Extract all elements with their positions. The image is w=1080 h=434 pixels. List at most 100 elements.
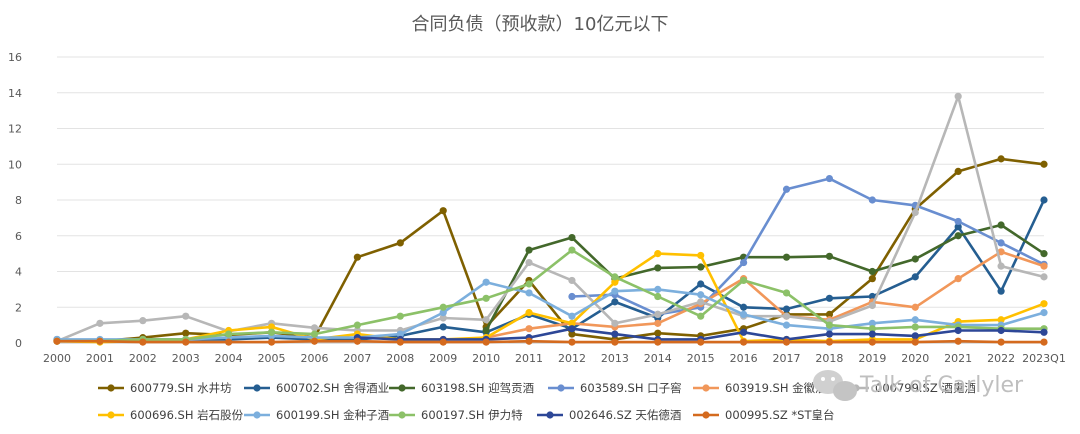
data-point <box>782 321 791 329</box>
data-point <box>482 316 490 324</box>
data-point <box>654 338 662 346</box>
data-point <box>353 321 361 329</box>
x-tick-label: 2021 <box>944 352 972 365</box>
legend-label: 600779.SH 水井坊 <box>130 381 232 395</box>
data-point <box>954 326 962 335</box>
data-point <box>782 312 791 320</box>
x-tick-label: 2000 <box>43 352 71 365</box>
data-point <box>782 305 791 313</box>
legend-label: 600702.SH 舍得酒业 <box>276 381 389 395</box>
data-point <box>654 264 662 272</box>
legend-label: 603589.SH 口子窖 <box>580 381 682 395</box>
data-point <box>911 338 919 346</box>
data-point <box>396 330 404 338</box>
x-tick-label: 2007 <box>343 352 371 365</box>
legend-swatch-marker <box>107 384 115 392</box>
x-tick-label: 2003 <box>172 352 200 365</box>
data-point <box>439 207 447 215</box>
data-point <box>611 273 619 281</box>
data-point <box>568 319 576 327</box>
x-tick-label: 2011 <box>515 352 543 365</box>
data-point <box>568 233 576 242</box>
data-point <box>1040 250 1048 258</box>
data-point <box>482 338 490 346</box>
data-point <box>740 276 748 285</box>
series <box>482 221 1048 335</box>
data-point <box>868 196 876 204</box>
data-point <box>825 330 834 338</box>
data-point <box>611 298 619 306</box>
data-point <box>868 330 876 338</box>
y-tick-label: 16 <box>8 51 22 64</box>
legend-item: 600702.SH 舍得酒业 <box>244 381 389 395</box>
data-point <box>782 289 791 297</box>
x-tick-label: 2022 <box>987 352 1015 365</box>
data-point <box>697 251 705 260</box>
data-point <box>139 338 147 346</box>
x-tick-label: 2002 <box>129 352 157 365</box>
data-point <box>525 337 533 345</box>
legend-item: 002646.SZ 天佑德酒 <box>537 408 681 422</box>
series <box>53 92 1048 345</box>
data-point <box>954 223 962 231</box>
x-tick-label: 2017 <box>773 352 801 365</box>
legend-label: 603919.SH 金徽酒 <box>725 381 827 395</box>
data-point <box>868 325 876 333</box>
x-tick-label: 2004 <box>215 352 243 365</box>
legend-item: 600197.SH 伊力特 <box>389 408 523 422</box>
data-point <box>267 328 276 336</box>
legend-label: 000799.SZ 酒鬼酒 <box>875 381 976 395</box>
data-point <box>611 319 619 327</box>
data-point <box>525 309 533 317</box>
data-point <box>525 325 533 333</box>
data-point <box>1040 262 1048 270</box>
legend-label: 600197.SH 伊力特 <box>421 408 523 422</box>
data-point <box>525 289 533 297</box>
data-point <box>997 155 1005 163</box>
data-point <box>654 310 662 318</box>
x-tick-label: 2018 <box>815 352 843 365</box>
x-tick-label: 2009 <box>429 352 457 365</box>
data-point <box>182 329 190 337</box>
data-point <box>568 276 576 285</box>
data-point <box>911 316 919 324</box>
data-point <box>310 330 319 338</box>
data-point <box>697 338 705 346</box>
data-point <box>611 338 619 346</box>
data-point <box>911 323 919 331</box>
series-line <box>570 177 1046 316</box>
data-point <box>825 338 834 346</box>
data-point <box>868 301 876 310</box>
data-point <box>568 246 576 254</box>
data-point <box>954 275 962 283</box>
legend-label: 002646.SZ 天佑德酒 <box>569 408 681 422</box>
data-point <box>740 258 748 267</box>
data-point <box>997 338 1005 346</box>
data-point <box>868 292 876 301</box>
data-point <box>868 338 876 346</box>
data-point <box>96 319 104 327</box>
series-line <box>55 157 1046 343</box>
y-tick-label: 2 <box>15 301 22 314</box>
series-line <box>55 95 1046 343</box>
data-point <box>954 337 962 345</box>
series <box>53 337 1048 346</box>
data-point <box>997 326 1005 335</box>
data-point <box>182 338 190 346</box>
data-point <box>1040 328 1048 336</box>
x-tick-label: 2010 <box>472 352 500 365</box>
data-point <box>439 303 447 311</box>
series-line <box>55 339 1046 344</box>
data-point <box>53 337 61 345</box>
legend-item: 600696.SH 岩石股份 <box>98 408 244 422</box>
wechat-icon <box>813 370 857 401</box>
data-point <box>439 314 447 322</box>
legend-swatch-marker <box>398 384 406 392</box>
x-tick-label: 2014 <box>644 352 672 365</box>
data-point <box>997 316 1005 324</box>
legend-swatch-marker <box>398 411 406 419</box>
x-axis-ticks: 2000 2001 2002 2003 2004 2005 2006 2007 2008 2009… <box>43 352 1066 365</box>
x-tick-label: 2015 <box>687 352 715 365</box>
data-point <box>568 325 576 333</box>
